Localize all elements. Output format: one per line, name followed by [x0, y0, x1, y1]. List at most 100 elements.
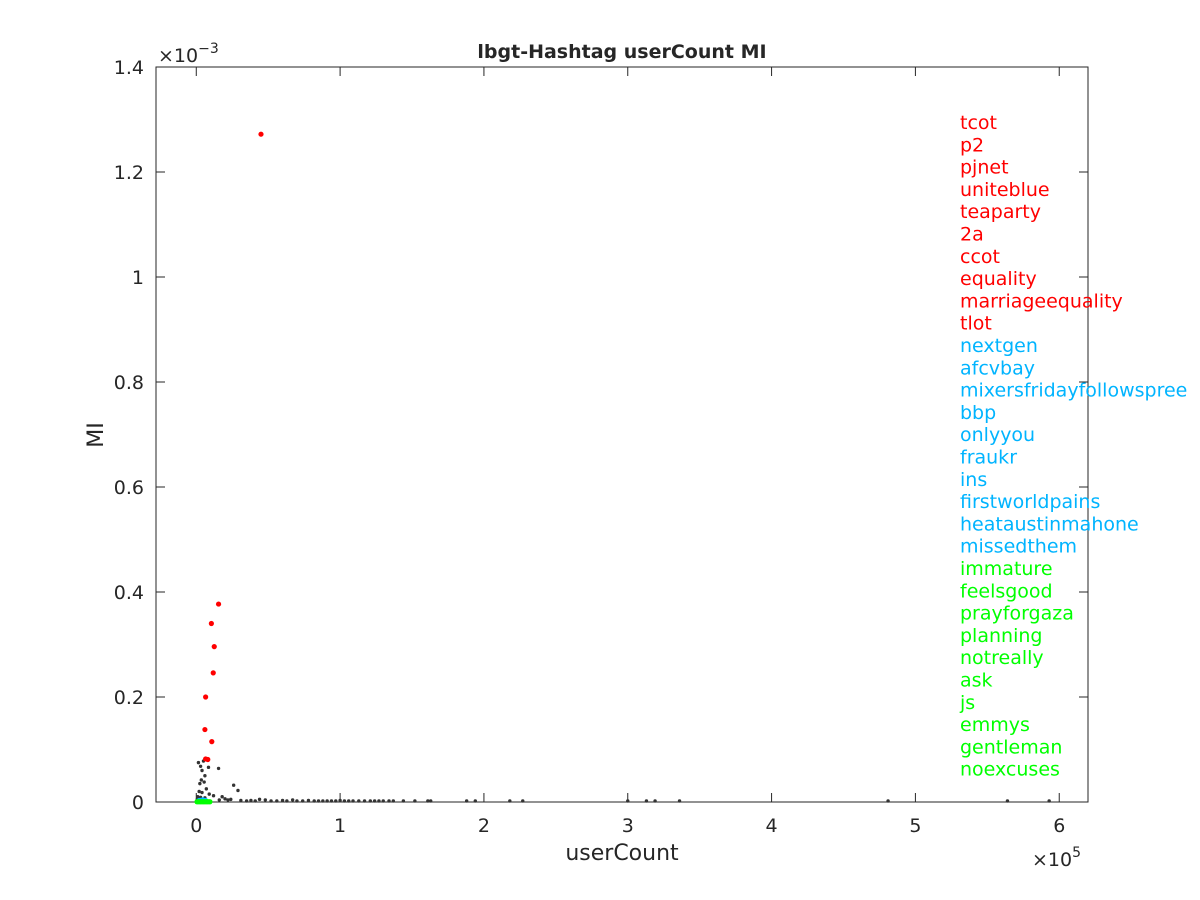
hashtag-label: planning [960, 625, 1042, 647]
y-tick-label: 1.2 [114, 162, 144, 184]
other-data-point [206, 765, 211, 770]
y-multiplier-exponent: −3 [198, 41, 219, 57]
other-data-point [196, 760, 201, 765]
hashtag-label: firstworldpains [960, 491, 1100, 513]
other-data-point [253, 799, 257, 803]
other-data-point [316, 799, 321, 803]
other-data-point [508, 799, 512, 803]
axes-box [155, 66, 1089, 803]
y-tick-label: 0 [132, 792, 144, 814]
other-data-point [312, 799, 316, 803]
x-tick-label: 1 [334, 815, 346, 837]
other-data-point [290, 798, 295, 802]
x-axis-ticks: 0 1 2 3 4 5 6 [190, 67, 1065, 837]
other-data-point [329, 799, 334, 803]
y-multiplier-base: ×10 [158, 45, 198, 67]
x-tick-label: 0 [190, 815, 202, 837]
data-points [194, 131, 1051, 805]
other-data-point [236, 788, 240, 793]
other-data-point [334, 799, 338, 803]
x-multiplier-exponent: 5 [1072, 845, 1081, 861]
red-data-point [211, 644, 217, 650]
other-data-point [231, 783, 236, 787]
other-data-point [429, 799, 433, 803]
hashtag-label: js [959, 692, 975, 714]
red-data-point [210, 670, 216, 676]
other-data-point [200, 768, 204, 773]
other-data-point [196, 795, 200, 799]
chart-title: lbgt-Hashtag userCount MI [477, 41, 766, 63]
other-data-point [338, 798, 342, 803]
other-data-point [464, 799, 469, 803]
other-data-point [244, 799, 249, 803]
hashtag-label: marriageequality [960, 290, 1123, 312]
other-data-point [220, 795, 224, 799]
x-tick-label: 5 [909, 815, 921, 837]
hashtag-label: p2 [960, 134, 984, 156]
hashtag-label: tlot [960, 313, 992, 335]
other-data-point [886, 799, 890, 803]
hashtag-label: ask [960, 670, 993, 692]
red-data-point [209, 739, 215, 745]
other-data-point [202, 780, 206, 784]
red-data-point [215, 601, 222, 607]
other-data-point [347, 799, 351, 803]
other-data-point [521, 799, 525, 803]
other-data-point [275, 799, 279, 803]
other-data-point [626, 799, 630, 803]
other-data-point [200, 790, 204, 795]
hashtag-label: emmys [960, 714, 1030, 736]
red-data-point [202, 726, 208, 733]
other-data-point [1005, 799, 1010, 803]
hashtag-label: fraukr [960, 447, 1017, 469]
x-tick-label: 4 [766, 815, 778, 837]
other-data-point [285, 799, 289, 803]
other-data-point [653, 799, 657, 803]
other-data-point [197, 789, 201, 794]
hashtag-label: noexcuses [960, 759, 1060, 781]
green-data-point [207, 799, 213, 805]
hashtag-label: heataustinmahone [960, 513, 1139, 535]
hashtag-label: missedthem [960, 536, 1077, 558]
other-data-point [239, 798, 243, 803]
red-data-point [258, 131, 264, 137]
other-data-point [269, 799, 273, 803]
other-data-point [342, 799, 347, 803]
other-data-point [229, 797, 233, 802]
other-data-point [280, 798, 285, 803]
other-data-point [216, 766, 221, 771]
hashtag-label: gentleman [960, 736, 1062, 758]
other-data-point [325, 799, 329, 803]
hashtag-label: feelsgood [960, 580, 1053, 602]
hashtag-label: uniteblue [960, 179, 1050, 201]
other-data-point [198, 764, 203, 768]
other-data-point [381, 799, 385, 803]
other-data-point [199, 778, 204, 782]
hashtag-label: 2a [960, 224, 984, 246]
red-data-point [203, 694, 209, 700]
other-data-point [217, 798, 221, 802]
plot-area [155, 66, 1089, 803]
other-data-point [677, 799, 682, 803]
other-data-point [321, 799, 325, 803]
hashtag-label: notreally [960, 647, 1044, 669]
other-data-point [306, 798, 311, 803]
other-data-point [401, 799, 406, 803]
other-data-point [413, 799, 417, 803]
other-data-point [211, 794, 216, 798]
other-data-point [391, 799, 396, 803]
hashtag-label: immature [960, 558, 1053, 580]
red-data-point [208, 620, 214, 627]
y-tick-label: 0.4 [114, 582, 144, 604]
x-axis-multiplier: ×105 [1032, 845, 1081, 871]
hashtag-label: ins [960, 469, 987, 491]
y-axis-label: MI [84, 422, 109, 447]
hashtag-label: tcot [960, 112, 997, 134]
hashtag-label: bbp [960, 402, 996, 424]
other-data-point [1047, 799, 1051, 803]
other-data-point [473, 799, 477, 803]
other-data-point [223, 797, 227, 801]
other-data-point [204, 787, 209, 791]
x-axis-label: userCount [565, 841, 679, 866]
